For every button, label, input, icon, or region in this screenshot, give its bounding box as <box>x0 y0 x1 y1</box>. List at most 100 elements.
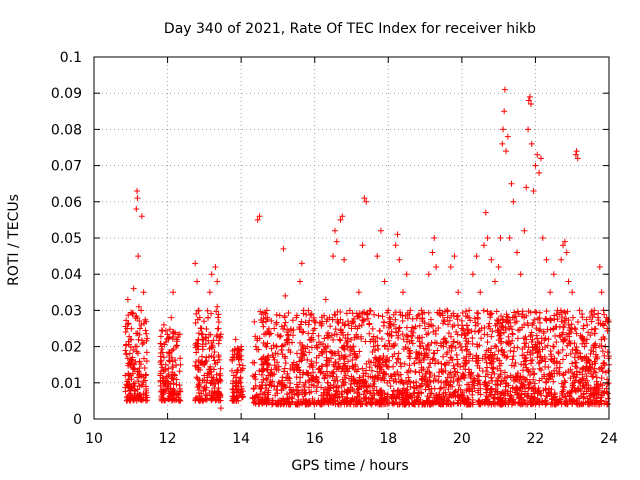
data-point <box>435 391 442 398</box>
data-point <box>455 375 462 382</box>
data-point <box>281 398 288 405</box>
data-point <box>311 325 318 332</box>
data-point <box>440 343 447 350</box>
data-point <box>169 364 176 371</box>
data-point <box>528 101 535 108</box>
data-point <box>349 356 356 363</box>
data-point <box>332 312 339 319</box>
data-point <box>315 379 322 386</box>
data-point <box>141 365 148 372</box>
data-point <box>217 334 224 341</box>
data-point <box>601 389 608 396</box>
data-point <box>136 383 143 390</box>
data-point <box>416 357 423 364</box>
data-point <box>170 329 177 336</box>
data-point <box>536 388 543 395</box>
data-point <box>194 316 201 323</box>
data-point <box>569 314 576 321</box>
data-point <box>445 330 452 337</box>
data-point <box>318 322 325 329</box>
data-point <box>525 344 532 351</box>
data-point <box>157 353 164 360</box>
data-point <box>505 319 512 326</box>
data-point <box>334 316 341 323</box>
data-point <box>514 249 521 256</box>
data-point <box>213 308 220 315</box>
data-point <box>308 344 315 351</box>
data-point <box>263 375 270 382</box>
data-point <box>572 359 579 366</box>
data-point <box>165 372 172 379</box>
y-tick-label: 0.07 <box>51 159 82 175</box>
data-point <box>351 388 358 395</box>
data-point <box>356 398 363 405</box>
data-point <box>297 339 304 346</box>
data-point <box>369 383 376 390</box>
data-point <box>543 308 550 315</box>
data-point <box>569 360 576 367</box>
data-point <box>435 359 442 366</box>
data-point <box>396 401 403 408</box>
data-point <box>334 308 341 315</box>
data-point <box>260 340 267 347</box>
data-point <box>495 263 502 270</box>
data-point <box>295 366 302 373</box>
data-point <box>351 350 358 357</box>
data-point <box>484 396 491 403</box>
data-point <box>544 326 551 333</box>
data-point <box>571 325 578 332</box>
data-point <box>214 278 221 285</box>
data-point <box>400 336 407 343</box>
data-point <box>142 327 149 334</box>
data-point <box>283 374 290 381</box>
data-point <box>566 327 573 334</box>
data-point <box>341 356 348 363</box>
data-point <box>550 326 557 333</box>
data-point <box>160 382 167 389</box>
data-point <box>200 318 207 325</box>
data-point <box>411 325 418 332</box>
plot-frame <box>93 56 610 420</box>
data-point <box>395 350 402 357</box>
data-point <box>505 382 512 389</box>
data-point <box>570 373 577 380</box>
data-point <box>440 320 447 327</box>
data-point <box>352 354 359 361</box>
data-point <box>393 379 400 386</box>
data-point <box>473 253 480 260</box>
data-point <box>474 389 481 396</box>
data-point <box>217 378 224 385</box>
data-point <box>463 347 470 354</box>
data-point <box>305 321 312 328</box>
data-point <box>451 253 458 260</box>
data-point <box>290 386 297 393</box>
data-point <box>459 310 466 317</box>
data-point <box>204 396 211 403</box>
data-point <box>531 370 538 377</box>
data-point <box>443 351 450 358</box>
data-point <box>169 358 176 365</box>
data-point <box>300 307 307 314</box>
data-point <box>127 390 134 397</box>
data-point <box>480 307 487 314</box>
data-point <box>583 363 590 370</box>
data-point <box>444 308 451 315</box>
data-point <box>503 311 510 318</box>
data-point <box>363 198 370 205</box>
data-point <box>134 187 141 194</box>
data-point <box>383 359 390 366</box>
data-point <box>271 382 278 389</box>
data-point <box>311 318 318 325</box>
data-point <box>133 206 140 213</box>
data-point <box>260 353 267 360</box>
data-point <box>461 392 468 399</box>
data-point <box>538 366 545 373</box>
data-point <box>235 347 242 354</box>
data-point <box>501 108 508 115</box>
data-point <box>397 311 404 318</box>
data-point <box>385 307 392 314</box>
data-point <box>414 350 421 357</box>
data-point <box>195 307 202 314</box>
data-point <box>359 317 366 324</box>
data-point <box>202 386 209 393</box>
